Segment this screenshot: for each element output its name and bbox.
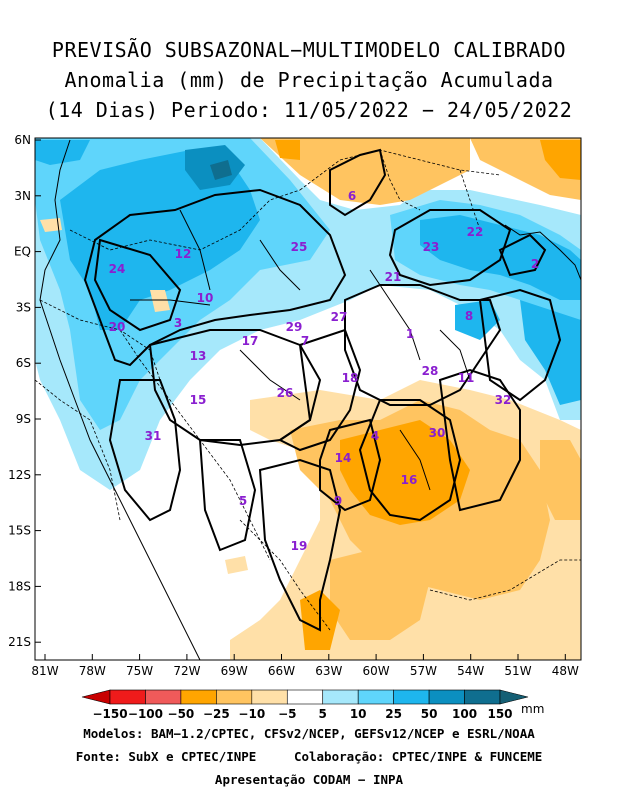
colorbar-swatch <box>216 689 253 705</box>
lat-label: 3N <box>14 189 31 203</box>
colorbar-swatch <box>464 689 501 705</box>
colorbar-label: 5 <box>319 707 327 721</box>
footer-models: Modelos: BAM−1.2/CPTEC, CFSv2/NCEP, GEFS… <box>83 726 535 741</box>
lat-label: 15S <box>8 524 31 538</box>
colorbar-swatch <box>109 689 146 705</box>
lat-label: 9S <box>16 412 31 426</box>
longitude-axis: 81W 78W 75W 72W 69W 66W 63W 60W 57W 54W 51W 48W <box>31 654 579 678</box>
lon-label: 81W <box>31 664 58 678</box>
basin-label: 28 <box>422 364 439 378</box>
lat-label: 21S <box>8 635 31 649</box>
basin-label: 16 <box>401 473 418 487</box>
basin-label: 10 <box>197 291 214 305</box>
basin-label: 32 <box>495 393 512 407</box>
basin-label: 5 <box>239 494 247 508</box>
colorbar-label: 25 <box>385 707 402 721</box>
lon-label: 69W <box>221 664 248 678</box>
map-frame <box>34 137 582 661</box>
lon-label: 72W <box>173 664 200 678</box>
lon-label: 51W <box>504 664 531 678</box>
basin-label: 26 <box>277 386 294 400</box>
basin-label: 14 <box>335 451 352 465</box>
basin-label: 1 <box>406 327 414 341</box>
basin-label: 24 <box>109 262 126 276</box>
colorbar-unit: mm <box>521 702 544 716</box>
basin-label: 11 <box>458 371 475 385</box>
colorbar-label: 50 <box>421 707 438 721</box>
basin-label: 25 <box>291 240 308 254</box>
lon-label: 63W <box>315 664 342 678</box>
colorbar-swatch <box>357 689 394 705</box>
lon-label: 78W <box>79 664 106 678</box>
colorbar-swatch <box>499 689 529 705</box>
sub-basin-lines <box>130 209 471 491</box>
lat-label: 3S <box>16 300 31 314</box>
basin-label: 17 <box>242 334 259 348</box>
basin-label: 13 <box>190 349 207 363</box>
colorbar-swatch <box>428 689 465 705</box>
lon-label: 75W <box>126 664 153 678</box>
footer-presentation: Apresentação CODAM − INPA <box>214 772 404 787</box>
colorbar-label: −150 <box>92 707 127 721</box>
map-title-line-3: (14 Dias) Periodo: 11/05/2022 − 24/05/20… <box>45 98 573 122</box>
basin-label: 19 <box>291 539 308 553</box>
colorbar-swatch <box>286 689 324 705</box>
lat-label: 6S <box>16 356 31 370</box>
colorbar-label: −10 <box>238 707 265 721</box>
basin-label: 22 <box>467 225 484 239</box>
colorbar-swatch <box>251 689 288 705</box>
basin-label: 23 <box>423 240 440 254</box>
basin-labels: 1 2 3 4 5 6 7 8 9 10 11 12 13 14 15 16 1… <box>109 189 540 553</box>
basin-label: 27 <box>331 310 348 324</box>
basin-label: 4 <box>371 429 379 443</box>
lon-label: 60W <box>363 664 390 678</box>
lat-label: 18S <box>8 579 31 593</box>
colorbar-swatch <box>145 689 182 705</box>
colorbar-label: 150 <box>487 707 512 721</box>
lon-label: 57W <box>410 664 437 678</box>
colorbar-swatch <box>81 689 111 705</box>
colorbar-swatch <box>393 689 430 705</box>
lat-label: 6N <box>14 133 31 147</box>
basin-label: 12 <box>175 247 192 261</box>
basin-label: 15 <box>190 393 207 407</box>
basin-label: 21 <box>385 270 402 284</box>
colorbar-label: 10 <box>350 707 367 721</box>
colorbar-label: −25 <box>203 707 230 721</box>
colorbar-label: −100 <box>128 707 163 721</box>
coastline <box>39 139 581 660</box>
footer-source: Fonte: SubX e CPTEC/INPE Colaboração: CP… <box>75 749 543 764</box>
basin-outlines <box>83 148 562 632</box>
basin-label: 9 <box>334 494 342 508</box>
map-title-line-1: PREVISÃO SUBSAZONAL−MULTIMODELO CALIBRAD… <box>51 38 567 62</box>
basin-label: 7 <box>301 334 309 348</box>
basin-label: 8 <box>465 309 473 323</box>
basin-label: 31 <box>145 429 162 443</box>
lon-label: 66W <box>268 664 295 678</box>
lat-label: 12S <box>8 468 31 482</box>
colorbar-label: −5 <box>278 707 296 721</box>
basin-label: 2 <box>531 257 539 271</box>
basin-label: 29 <box>286 320 303 334</box>
colorbar-label: 100 <box>452 707 477 721</box>
basin-label: 3 <box>174 316 182 330</box>
colorbar-swatch <box>322 689 359 705</box>
colorbar: −150 −100 −50 −25 −10 −5 5 10 25 50 100 150 <box>81 689 529 721</box>
colorbar-swatch <box>180 689 217 705</box>
latitude-axis: 6N 3N EQ 3S 6S 9S 12S 15S 18S 21S <box>8 133 41 649</box>
anomaly-field <box>35 138 581 660</box>
basin-label: 6 <box>348 189 356 203</box>
lon-label: 48W <box>552 664 579 678</box>
lat-label: EQ <box>14 245 31 259</box>
basin-label: 18 <box>342 371 359 385</box>
map-title-line-2: Anomalia (mm) de Precipitação Acumulada <box>64 68 554 92</box>
colorbar-label: −50 <box>168 707 195 721</box>
basin-label: 30 <box>429 426 446 440</box>
lon-label: 54W <box>457 664 484 678</box>
basin-label: 20 <box>109 320 126 334</box>
